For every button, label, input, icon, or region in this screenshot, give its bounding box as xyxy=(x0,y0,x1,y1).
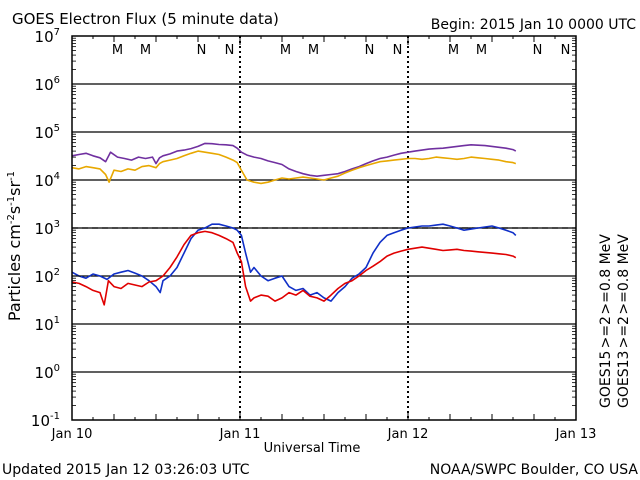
y-tick-label: 100 xyxy=(35,363,60,382)
y-tick-label: 101 xyxy=(35,315,60,334)
marker-goes15-n: N xyxy=(561,43,571,58)
begin-date-label: Begin: 2015 Jan 10 0000 UTC xyxy=(431,17,636,33)
marker-goes15-m: M xyxy=(140,43,151,58)
legend-entry: >=0.8 MeV xyxy=(598,234,614,315)
legend-entry: >=2 xyxy=(598,316,614,348)
legend-entry: >=2 xyxy=(616,316,632,348)
marker-goes13-m: M xyxy=(448,43,459,58)
legend-entry: >=0.8 MeV xyxy=(616,234,632,315)
y-tick-label: 105 xyxy=(35,123,60,142)
chart-title: GOES Electron Flux (5 minute data) xyxy=(12,10,279,28)
credit-text: NOAA/SWPC Boulder, CO USA xyxy=(430,462,639,478)
x-tick-label: Jan 12 xyxy=(387,427,429,442)
x-tick-label: Jan 13 xyxy=(555,427,597,442)
marker-goes13-n: N xyxy=(533,43,543,58)
series-line-2 xyxy=(71,223,517,302)
series-line-1 xyxy=(71,150,517,185)
x-axis-tick-labels: Jan 10 Jan 11 Jan 12 Jan 13 xyxy=(51,427,597,442)
y-axis-title: Particles cm-2s-1sr-1 xyxy=(5,171,24,321)
x-tick-label: Jan 11 xyxy=(219,427,261,442)
series-line-3 xyxy=(71,230,517,306)
x-tick-label: Jan 10 xyxy=(51,427,93,442)
legend-entry: GOES15 xyxy=(598,351,614,408)
x-axis-ticks xyxy=(71,36,577,420)
marker-goes13-m: M xyxy=(112,43,123,58)
y-tick-label: 104 xyxy=(35,171,60,190)
y-tick-label: 103 xyxy=(35,219,60,238)
updated-timestamp: Updated 2015 Jan 12 03:26:03 UTC xyxy=(2,462,250,478)
y-tick-label: 102 xyxy=(35,267,60,286)
marker-goes15-m: M xyxy=(308,43,319,58)
marker-goes13-m: M xyxy=(280,43,291,58)
marker-goes13-n: N xyxy=(365,43,375,58)
x-axis-title: Universal Time xyxy=(264,441,361,456)
y-axis-ticks xyxy=(72,35,576,421)
satellite-markers: M N M N M NM N M N M N xyxy=(112,43,570,58)
y-tick-label: 106 xyxy=(35,75,60,94)
y-tick-label: 107 xyxy=(35,27,60,46)
marker-goes13-n: N xyxy=(197,43,207,58)
flux-series xyxy=(71,142,517,306)
marker-goes15-n: N xyxy=(393,43,403,58)
marker-goes15-m: M xyxy=(476,43,487,58)
series-line-0 xyxy=(71,142,517,177)
legend-entry: GOES13 xyxy=(616,351,632,408)
marker-goes15-n: N xyxy=(225,43,235,58)
